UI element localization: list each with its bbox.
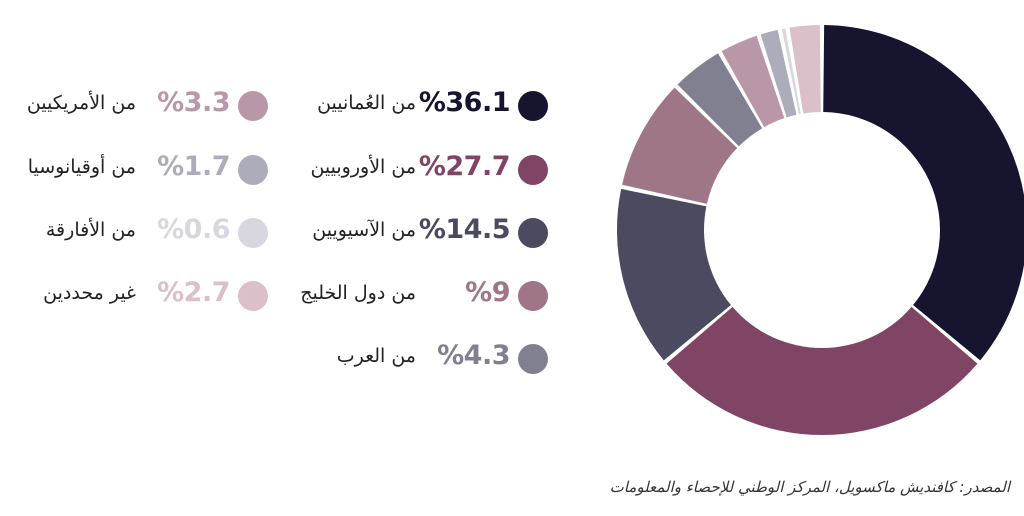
legend-item: %36.1 من العُمانيين	[250, 86, 550, 122]
donut-slice	[823, 25, 1024, 361]
legend-item: %4.3 من العرب	[250, 339, 550, 375]
legend-swatch	[518, 344, 548, 374]
legend-label: من العرب	[336, 345, 416, 367]
legend-value: %36.1	[418, 87, 511, 118]
legend-label: غير محددين	[43, 282, 136, 304]
legend-label: من الأوروبيين	[310, 156, 416, 178]
legend-item: %27.7 من الأوروبيين	[250, 150, 550, 186]
legend-item: %0.6 من الأفارقة	[0, 213, 270, 249]
legend-label: من الأمريكيين	[26, 92, 136, 114]
legend-swatch	[518, 91, 548, 121]
legend-value: %4.3	[437, 340, 510, 371]
legend-value: %3.3	[157, 87, 230, 118]
legend-label: من أوقيانوسيا	[27, 156, 136, 178]
donut-slice	[721, 35, 785, 128]
legend-swatch	[238, 155, 268, 185]
legend-value: %1.7	[157, 151, 230, 182]
donut-slice	[789, 25, 821, 114]
legend-value: %27.7	[418, 151, 511, 182]
legend-swatch	[238, 281, 268, 311]
legend-swatch	[518, 281, 548, 311]
legend-label: من العُمانيين	[317, 92, 416, 114]
legend-value: %0.6	[157, 214, 230, 245]
legend-value: %9	[465, 277, 510, 308]
donut-slice	[666, 306, 978, 436]
donut-slice	[781, 28, 801, 115]
donut-slice	[760, 29, 797, 118]
legend-value: %2.7	[157, 277, 230, 308]
legend-label: من الآسيويين	[312, 219, 416, 241]
legend-swatch	[518, 155, 548, 185]
legend-swatch	[238, 218, 268, 248]
source-note: المصدر: كافنديش ماكسويل، المركز الوطني ل…	[609, 478, 1010, 496]
legend-item: %2.7 غير محددين	[0, 276, 270, 312]
legend-value: %14.5	[418, 214, 511, 245]
legend-label: من دول الخليج	[300, 282, 416, 304]
legend-swatch	[518, 218, 548, 248]
donut-slice	[677, 53, 763, 147]
legend-item: %1.7 من أوقيانوسيا	[0, 150, 270, 186]
legend-swatch	[238, 91, 268, 121]
legend-item: %14.5 من الآسيويين	[250, 213, 550, 249]
legend-item: %3.3 من الأمريكيين	[0, 86, 270, 122]
donut-slice	[617, 188, 731, 361]
legend-label: من الأفارقة	[45, 219, 136, 241]
legend-item: %9 من دول الخليج	[250, 276, 550, 312]
donut-slice	[622, 87, 738, 204]
